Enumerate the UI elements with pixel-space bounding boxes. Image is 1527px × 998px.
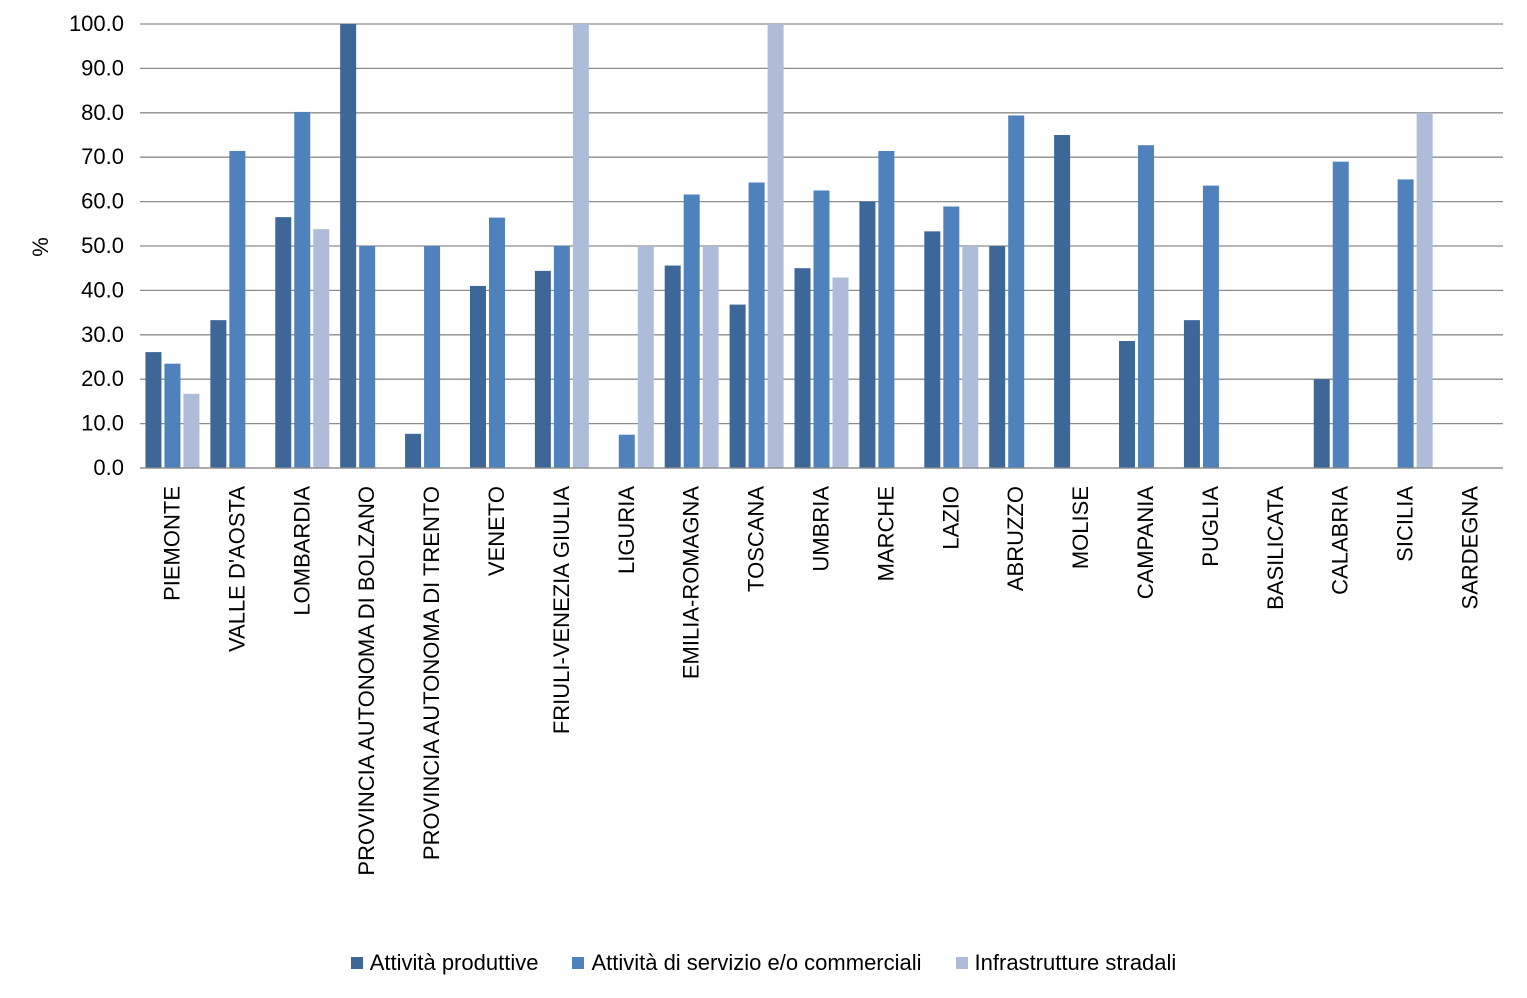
bar-provincia-autonoma-di-trento-series-1	[405, 433, 422, 468]
bar-provincia-autonoma-di-bolzano-series-1	[340, 24, 357, 468]
bar-friuli-venezia-giulia-series-1	[534, 270, 551, 468]
bar-liguria-series-3	[637, 246, 654, 468]
bar-umbria-series-1	[794, 268, 811, 468]
bar-umbria-series-2	[813, 190, 830, 468]
y-tick-label: 20.0	[81, 366, 124, 391]
legend-item-attivita-servizio: Attività di servizio e/o commerciali	[572, 950, 922, 976]
x-tick-label-puglia: PUGLIA	[1198, 486, 1223, 567]
bar-lombardia-series-2	[294, 111, 311, 469]
legend: Attività produttive Attività di servizio…	[0, 950, 1527, 976]
y-tick-label: 60.0	[81, 189, 124, 214]
legend-label-attivita-servizio: Attività di servizio e/o commerciali	[591, 950, 922, 975]
bar-friuli-venezia-giulia-series-2	[553, 246, 570, 468]
x-tick-label-abruzzo: ABRUZZO	[1003, 486, 1028, 591]
bar-marche-series-1	[859, 201, 876, 468]
x-tick-label-basilicata: BASILICATA	[1263, 486, 1288, 610]
bar-marche-series-2	[878, 150, 895, 468]
bar-lazio-series-1	[924, 231, 941, 468]
x-tick-label-piemonte: PIEMONTE	[159, 486, 184, 601]
bar-lazio-series-2	[943, 206, 960, 468]
bar-toscana-series-2	[748, 182, 765, 468]
y-tick-label: 90.0	[81, 55, 124, 80]
bar-abruzzo-series-1	[989, 246, 1006, 468]
bar-piemonte-series-1	[145, 352, 162, 468]
legend-label-infrastrutture-stradali: Infrastrutture stradali	[974, 950, 1177, 975]
bar-campania-series-2	[1138, 145, 1155, 468]
bar-provincia-autonoma-di-bolzano-series-2	[359, 246, 376, 468]
x-tick-label-marche: MARCHE	[873, 486, 898, 581]
y-tick-label: 10.0	[81, 411, 124, 436]
x-tick-label-liguria: LIGURIA	[614, 486, 639, 574]
x-tick-label-toscana: TOSCANA	[744, 486, 769, 592]
bar-abruzzo-series-2	[1008, 115, 1025, 469]
x-tick-label-umbria: UMBRIA	[809, 486, 834, 572]
bar-molise-series-1	[1054, 135, 1071, 468]
axes: 0.0 10.0 20.0 30.0 40.0 50.0 60.0 70.0 80.0 90.0 1…	[69, 11, 1503, 876]
bars	[145, 24, 1433, 469]
bar-lombardia-series-3	[313, 229, 330, 468]
bar-sicilia-series-2	[1397, 179, 1414, 468]
bar-toscana-series-3	[767, 24, 784, 468]
bar-piemonte-series-3	[183, 393, 200, 468]
bar-provincia-autonoma-di-trento-series-2	[424, 246, 441, 468]
bar-lazio-series-3	[962, 246, 979, 468]
bar-friuli-venezia-giulia-series-3	[572, 24, 589, 468]
x-tick-label-campania: CAMPANIA	[1133, 486, 1158, 600]
legend-item-infrastrutture-stradali: Infrastrutture stradali	[955, 950, 1177, 976]
y-tick-label: 70.0	[81, 144, 124, 169]
bar-emilia-romagna-series-1	[664, 265, 681, 468]
x-tick-label-lazio: LAZIO	[938, 486, 963, 550]
legend-swatch-attivita-servizio	[572, 957, 585, 969]
bar-puglia-series-2	[1202, 185, 1219, 468]
x-tick-label-calabria: CALABRIA	[1328, 486, 1353, 595]
bar-emilia-romagna-series-3	[702, 246, 719, 468]
legend-swatch-attivita-produttive	[350, 957, 363, 969]
legend-swatch-infrastrutture-stradali	[955, 957, 968, 969]
y-axis-label: %	[28, 237, 53, 257]
legend-item-attivita-produttive: Attività produttive	[350, 950, 539, 976]
x-tick-label-veneto: VENETO	[484, 486, 509, 576]
bar-liguria-series-2	[618, 434, 635, 468]
bar-chart: 0.0 10.0 20.0 30.0 40.0 50.0 60.0 70.0 80.0 90.0 1…	[28, 11, 1503, 876]
bar-veneto-series-1	[469, 285, 486, 468]
bar-valle-d-aosta-series-1	[210, 320, 227, 468]
bar-calabria-series-1	[1313, 379, 1330, 468]
x-tick-label-provincia-autonoma-di-trento: PROVINCIA AUTONOMA DI TRENTO	[419, 486, 444, 860]
legend-label-attivita-produttive: Attività produttive	[369, 950, 539, 975]
bar-valle-d-aosta-series-2	[229, 150, 246, 468]
bar-lombardia-series-1	[275, 217, 292, 468]
y-tick-label: 100.0	[69, 11, 124, 36]
bar-emilia-romagna-series-2	[683, 194, 700, 468]
y-tick-label: 40.0	[81, 277, 124, 302]
x-tick-label-valle-d-aosta: VALLE D'AOSTA	[224, 486, 249, 652]
x-tick-label-friuli-venezia-giulia: FRIULI-VENEZIA GIULIA	[549, 486, 574, 734]
bar-calabria-series-2	[1332, 161, 1349, 468]
bar-toscana-series-1	[729, 304, 746, 468]
bar-umbria-series-3	[832, 277, 849, 468]
x-tick-label-sardegna: SARDEGNA	[1458, 486, 1483, 610]
bar-piemonte-series-2	[164, 363, 181, 468]
x-tick-label-sicilia: SICILIA	[1393, 486, 1418, 562]
x-tick-label-lombardia: LOMBARDIA	[289, 486, 314, 616]
y-tick-label: 50.0	[81, 233, 124, 258]
bar-campania-series-1	[1119, 341, 1136, 468]
bar-puglia-series-1	[1183, 320, 1200, 468]
x-tick-label-provincia-autonoma-di-bolzano: PROVINCIA AUTONOMA DI BOLZANO	[354, 486, 379, 876]
y-tick-label: 0.0	[93, 455, 124, 480]
bar-sicilia-series-3	[1416, 112, 1433, 469]
y-tick-label: 80.0	[81, 100, 124, 125]
bar-veneto-series-2	[488, 217, 505, 468]
x-tick-label-emilia-romagna: EMILIA-ROMAGNA	[679, 486, 704, 679]
x-tick-label-molise: MOLISE	[1068, 486, 1093, 569]
y-tick-label: 30.0	[81, 322, 124, 347]
